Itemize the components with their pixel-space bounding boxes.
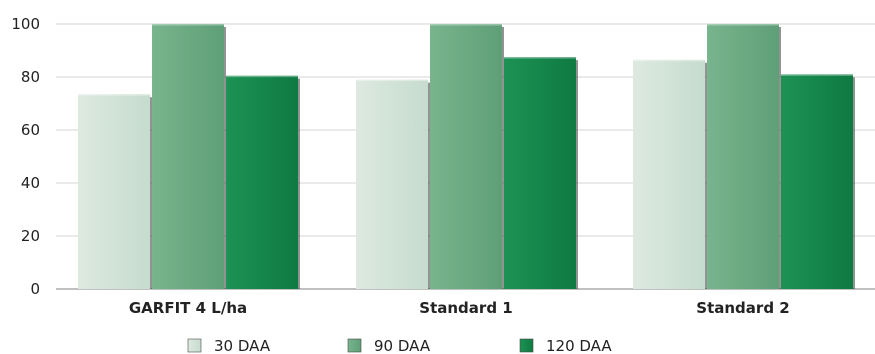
bar-shadow <box>297 78 300 289</box>
bar-body <box>430 24 502 289</box>
category-label: Standard 1 <box>419 299 512 317</box>
y-tick-label: 0 <box>30 280 40 298</box>
bar-shadow <box>501 27 504 289</box>
bar-body <box>226 75 298 289</box>
bar-highlight <box>152 24 224 26</box>
bar-highlight <box>633 59 705 62</box>
legend-item: 120 DAA <box>519 337 612 354</box>
category-label: GARFIT 4 L/ha <box>129 299 247 317</box>
bar <box>430 24 504 289</box>
bar-shadow <box>778 27 781 289</box>
bar-highlight <box>226 75 298 78</box>
bar-highlight <box>430 24 502 26</box>
bar-body <box>152 24 224 289</box>
bar <box>504 57 578 289</box>
bar <box>707 24 781 289</box>
bar-highlight <box>356 79 428 82</box>
bar <box>226 75 300 289</box>
bar-body <box>504 57 576 289</box>
bar-highlight <box>707 24 779 26</box>
bar-highlight <box>781 74 853 76</box>
legend-item: 30 DAA <box>187 337 271 354</box>
category-label: Standard 2 <box>696 299 789 317</box>
y-tick-label: 100 <box>11 15 40 33</box>
legend-item: 90 DAA <box>347 337 431 354</box>
bar-shadow <box>223 27 226 289</box>
bar-shadow <box>575 60 578 289</box>
bar-shadow <box>704 62 707 290</box>
bar-shadow <box>149 97 152 289</box>
bar <box>152 24 226 289</box>
bar-body <box>356 79 428 290</box>
bar <box>356 79 430 290</box>
legend-swatch <box>187 338 202 353</box>
bar-shadow <box>427 82 430 290</box>
bar-body <box>633 59 705 290</box>
y-tick-label: 40 <box>21 174 40 192</box>
y-tick-label: 60 <box>21 121 40 139</box>
bar-shadow <box>852 77 855 289</box>
bar <box>781 74 855 289</box>
bar <box>633 59 707 290</box>
bar-highlight <box>504 57 576 59</box>
bar-highlight <box>78 94 150 96</box>
bar-body <box>707 24 779 289</box>
legend-label: 90 DAA <box>374 337 431 354</box>
y-tick-label: 80 <box>21 68 40 86</box>
bar <box>78 94 152 289</box>
legend-label: 30 DAA <box>214 337 271 354</box>
legend-label: 120 DAA <box>546 337 612 354</box>
y-tick-label: 20 <box>21 227 40 245</box>
legend-swatch <box>347 338 362 353</box>
bar-body <box>78 94 150 289</box>
legend-swatch <box>519 338 534 353</box>
bar-body <box>781 74 853 289</box>
